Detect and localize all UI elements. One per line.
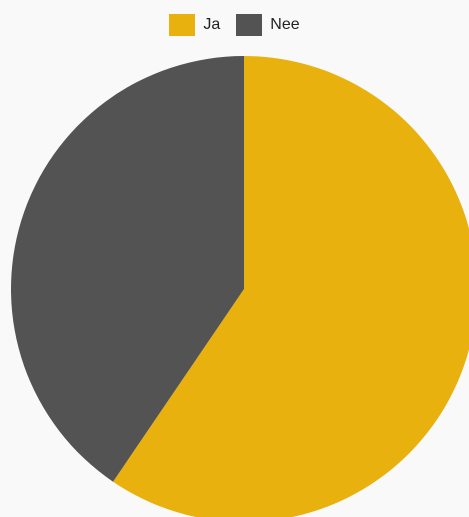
legend-label-nee: Nee	[270, 16, 300, 33]
legend-item-ja[interactable]: Ja	[169, 14, 220, 36]
pie-slice-nee[interactable]	[11, 56, 244, 482]
legend-swatch-ja	[169, 14, 196, 36]
pie-slice-ja[interactable]	[113, 56, 469, 517]
legend-item-nee[interactable]: Nee	[236, 14, 300, 36]
legend-label-ja: Ja	[203, 16, 221, 33]
chart-legend: Ja Nee	[0, 14, 469, 36]
legend-swatch-nee	[236, 14, 263, 36]
